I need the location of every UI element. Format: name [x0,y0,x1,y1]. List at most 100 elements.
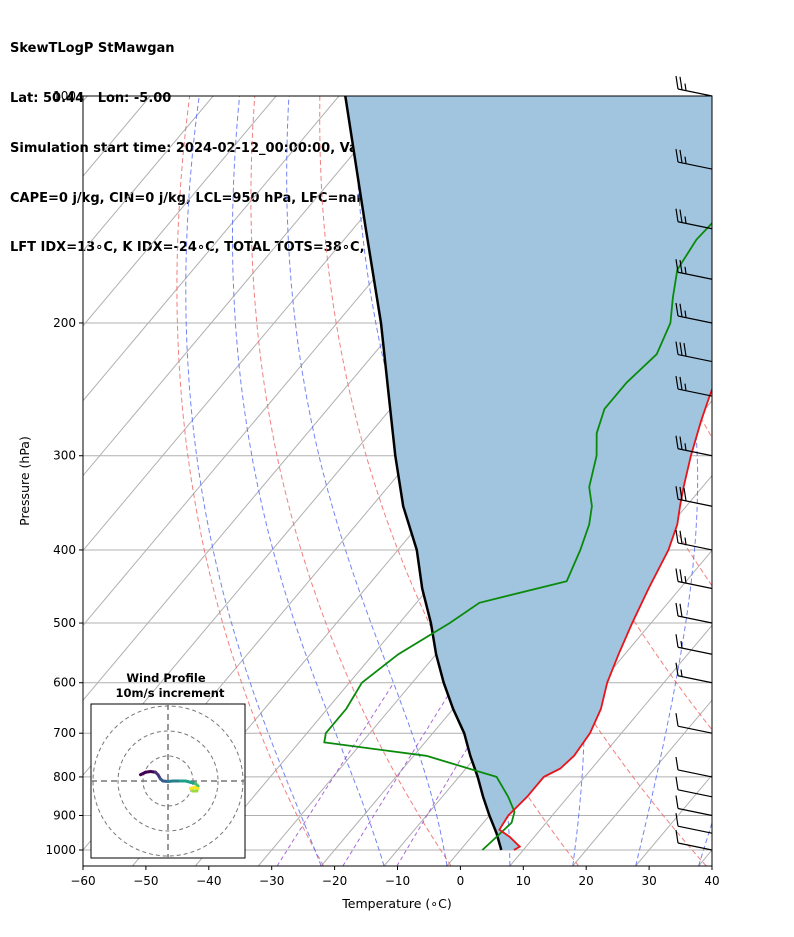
wind-barb-staff [677,615,713,624]
wind-barb-staff [677,807,713,817]
x-axis-title: Temperature (∘C) [341,896,451,911]
wind-profile-hodograph: Wind Profile 10m/s increment [90,671,246,859]
wind-barb [675,259,713,280]
x-tick-label: −40 [196,874,221,888]
chart-title: SkewTLogP StMawgan [10,41,175,57]
wind-barb [675,568,713,590]
hodograph-ring [117,730,219,832]
dry-adiabat [449,96,712,731]
wind-barb-staff [677,842,713,851]
wind-barb-flag [679,76,683,90]
y-tick-label: 900 [53,808,76,822]
moist-adiabat [286,96,448,866]
wind-barb-flag [675,813,679,827]
wind-barb-flag [675,302,679,317]
wind-barb-flag [675,776,679,790]
wind-barb-staff [677,388,713,397]
wind-barb [675,486,713,507]
dry-adiabat [176,96,324,866]
cape-cin-shading [345,96,712,850]
hodograph-title: Wind Profile [126,671,206,685]
wind-barb-half-flag [684,156,687,164]
wind-barb [675,341,713,363]
wind-barb-flag [675,148,679,163]
wind-barb-flag [675,208,679,222]
wind-barb-half-flag [684,443,687,451]
wind-barb [675,375,713,397]
isotherm-line [83,96,403,477]
wind-barb [675,829,713,851]
wind-barb-flag [675,634,679,648]
y-tick-label: 300 [53,449,76,463]
wind-barb-flag [675,435,679,449]
mixing-ratio-line [276,682,395,866]
wind-barb [675,529,713,551]
wind-barb-flag [675,795,679,809]
wind-barb [675,795,713,817]
wind-barb-flag [679,603,683,617]
dewpoint-line [323,221,712,851]
wind-barb-flag [675,486,679,500]
isotherm-line [83,96,214,252]
wind-barb-flag [679,303,683,317]
wind-barb-flag [679,342,683,356]
wind-barb-column [675,75,713,851]
wind-barb [675,756,713,778]
wind-barb [675,634,713,655]
isotherm-line [698,849,712,866]
station-location: Lat: 50.44 Lon: -5.00 [10,90,172,106]
wind-barb-half-flag [684,576,687,584]
isotherm-line [572,699,712,866]
hodograph-subtitle: 10m/s increment [116,686,225,700]
wind-barb-flag [675,568,679,582]
wind-barb-half-flag [680,640,683,649]
wind-barb-half-flag [684,383,687,391]
x-tick-label: 0 [457,874,465,888]
wind-barb-flag [679,149,683,163]
sounding-profiles [323,96,712,851]
x-tick-label: 40 [704,874,719,888]
mixing-ratio-line [342,682,457,866]
wind-barb-flag [675,375,679,390]
y-axis-title: Pressure (hPa) [17,436,32,526]
temperature-line [498,387,712,851]
wind-barb [675,776,713,798]
y-tick-label: 600 [53,676,76,690]
wind-barb-flag [675,529,679,544]
x-tick-label: −10 [385,874,410,888]
wind-barb [675,813,713,834]
wind-barb-staff [677,88,713,97]
wind-barb-flag [675,756,679,771]
y-tick-label: 200 [53,316,76,330]
wind-barb-half-flag [684,537,687,545]
wind-barb-staff [677,353,713,363]
wind-barb-staff [677,725,713,734]
x-tick-label: −50 [133,874,158,888]
parcel-path-line [344,96,503,851]
wind-barb-flag [679,486,683,501]
x-tick-label: 30 [641,874,656,888]
wind-barb [675,602,713,624]
wind-barb-staff [677,580,713,590]
wind-barb-staff [677,315,713,324]
dry-adiabat [710,96,712,102]
y-axis: 100 200 300 400 500 600 700 800 900 1000 [45,89,83,857]
y-tick-label: 500 [53,616,76,630]
x-tick-label: 20 [579,874,594,888]
wind-barb [675,662,713,684]
wind-barb-flag [675,602,679,617]
wind-barb [675,208,713,230]
x-tick-label: −60 [70,874,95,888]
isotherm-line [83,96,466,552]
cin-shaded-area [345,96,712,850]
wind-barb [675,148,713,170]
wind-barb-half-flag [684,310,687,318]
wind-barb-flag [679,259,683,274]
y-tick-label: 700 [53,726,76,740]
wind-barb-flag [675,713,679,727]
hodograph-trace-segment [192,785,200,790]
x-tick-label: −20 [322,874,347,888]
wind-barb-staff [677,646,713,655]
wind-barb-staff [677,221,713,230]
x-tick-label: −30 [259,874,284,888]
